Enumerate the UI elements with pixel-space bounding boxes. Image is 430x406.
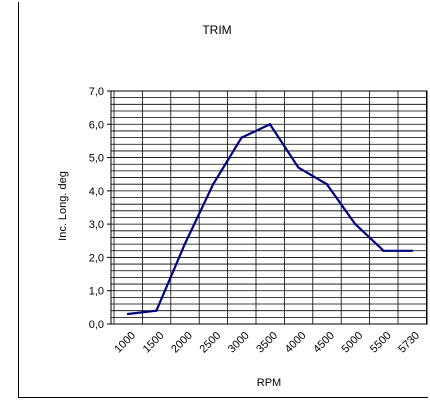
data-point bbox=[382, 249, 385, 252]
x-tick-label: 5000 bbox=[340, 330, 366, 356]
data-point bbox=[240, 136, 243, 139]
series-layer bbox=[126, 123, 414, 316]
data-point bbox=[155, 309, 158, 312]
x-tick-label: 4500 bbox=[311, 330, 337, 356]
x-tick-label: 1500 bbox=[141, 330, 167, 356]
y-tick-labels: 0,0 1,0 2,0 3,0 4,0 5,0 6,0 7,0 bbox=[89, 86, 104, 331]
y-tick-label: 0,0 bbox=[89, 319, 104, 331]
y-tick-label: 5,0 bbox=[89, 153, 104, 165]
axes bbox=[107, 90, 428, 325]
x-tick-label: 2500 bbox=[198, 330, 224, 356]
x-tick-label: 5730 bbox=[396, 330, 422, 356]
y-tick-label: 3,0 bbox=[89, 219, 104, 231]
data-point bbox=[354, 222, 357, 226]
data-point bbox=[212, 183, 215, 186]
x-axis-title: RPM bbox=[257, 377, 281, 389]
x-tick-label: 4000 bbox=[283, 330, 309, 356]
data-point bbox=[325, 183, 328, 186]
y-axis-title: Inc. Long. deg bbox=[57, 171, 69, 241]
x-tick-label: 2000 bbox=[169, 330, 195, 356]
x-tick-label: 3000 bbox=[226, 330, 252, 356]
data-point bbox=[126, 312, 130, 316]
data-point bbox=[268, 123, 272, 126]
y-tick-label: 7,0 bbox=[89, 86, 104, 98]
chart-frame bbox=[18, 2, 428, 398]
y-tick-label: 6,0 bbox=[89, 119, 104, 131]
y-tick-label: 2,0 bbox=[89, 252, 104, 264]
data-point bbox=[183, 242, 186, 246]
x-tick-label: 5500 bbox=[368, 330, 394, 356]
x-tick-labels: 1000 1500 2000 2500 3000 3500 4000 4500 5000 5500… bbox=[112, 330, 422, 356]
data-point bbox=[297, 166, 300, 169]
chart-title: TRIM bbox=[202, 23, 231, 37]
plot-area bbox=[110, 90, 428, 325]
y-tick-label: 4,0 bbox=[89, 186, 104, 198]
x-tick-label: 3500 bbox=[254, 330, 280, 356]
x-tick-label: 1000 bbox=[112, 330, 138, 356]
data-point bbox=[410, 249, 414, 252]
y-tick-label: 1,0 bbox=[89, 286, 104, 298]
